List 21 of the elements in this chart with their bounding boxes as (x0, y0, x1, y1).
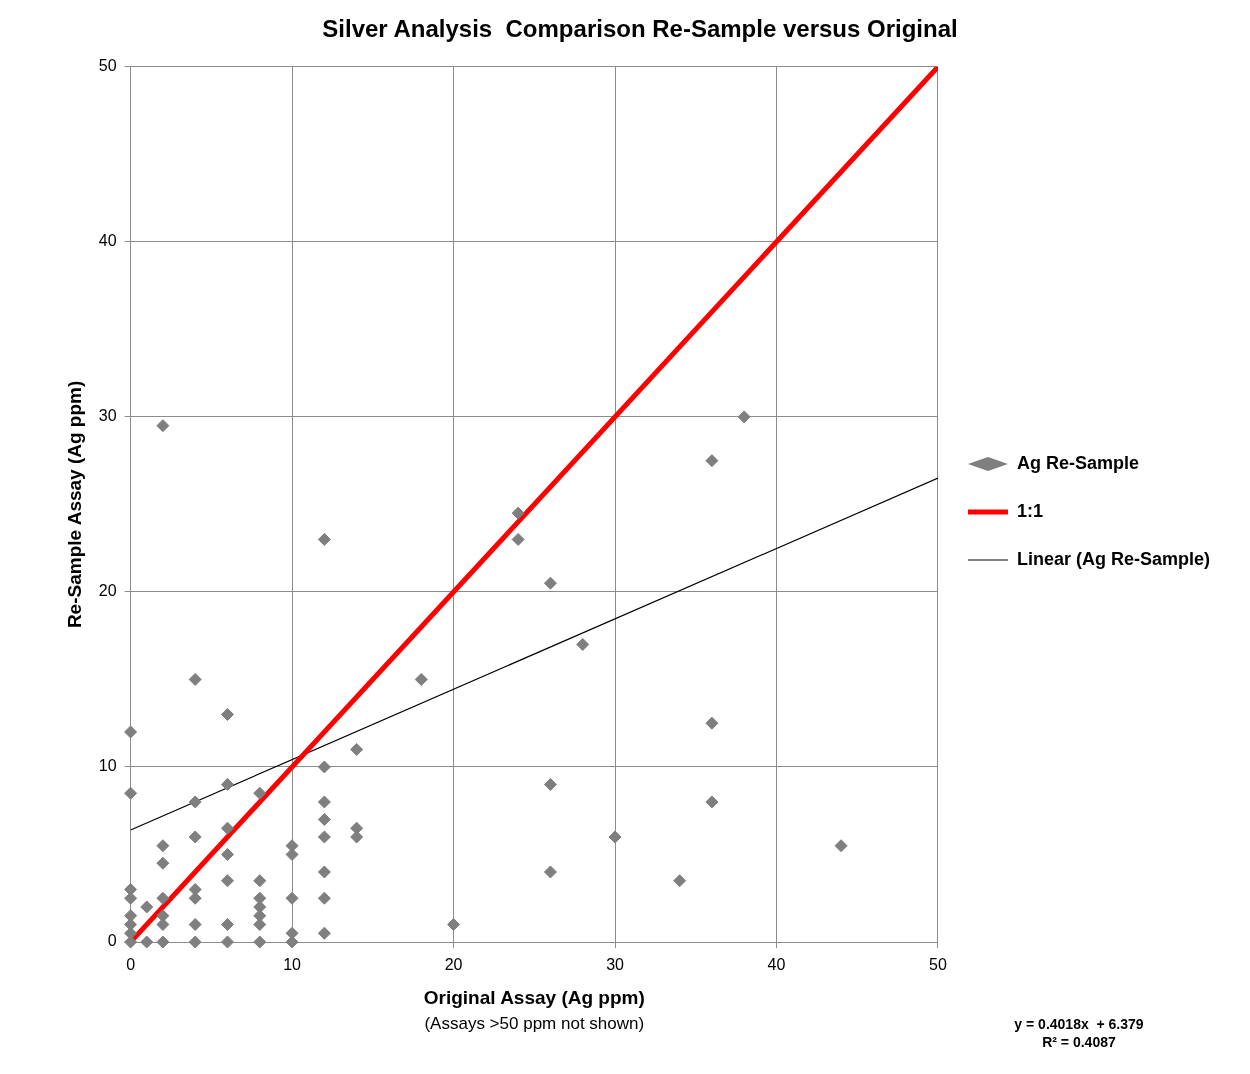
y-tick-label: 50 (98, 57, 117, 75)
legend-label: Linear (Ag Re-Sample) (1016, 548, 1211, 569)
x-tick-label: 0 (126, 956, 136, 974)
legend-label: 1:1 (1016, 500, 1043, 521)
y-tick-label: 0 (107, 932, 117, 950)
chart-title: Silver Analysis Comparison Re-Sample versus Original (322, 15, 958, 43)
text: (Assays >50 ppm not shown) (424, 1014, 645, 1034)
y-axis-title: Re-Sample Assay (Ag ppm) (63, 380, 85, 629)
text: y = 0.4018x + 6.379 (1014, 1015, 1144, 1032)
text: R² = 0.4087 (1042, 1033, 1116, 1050)
y-tick-label: 20 (98, 582, 117, 600)
y-tick-label: 10 (98, 757, 117, 775)
legend-label: Ag Re-Sample (1016, 452, 1139, 473)
x-tick-label: 30 (606, 956, 625, 974)
x-axis-title: Original Assay (Ag ppm) (423, 986, 645, 1008)
x-tick-label: 20 (444, 956, 463, 974)
y-tick-label: 30 (98, 407, 117, 425)
x-tick-label: 40 (767, 956, 786, 974)
x-tick-label: 10 (283, 956, 302, 974)
x-tick-label: 50 (929, 956, 947, 974)
y-tick-label: 40 (98, 232, 117, 250)
